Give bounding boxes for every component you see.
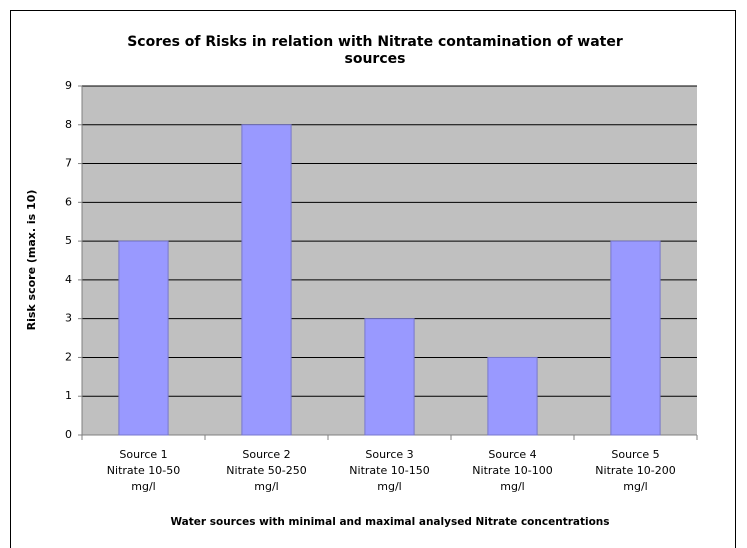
- y-tick-label: 2: [65, 350, 72, 363]
- x-tick-label: Source 4: [488, 448, 536, 461]
- x-axis-label: Water sources with minimal and maximal a…: [170, 516, 609, 528]
- y-tick-label: 9: [65, 79, 72, 92]
- x-tick-label: Nitrate 10-150: [349, 464, 429, 477]
- x-tick-label: Nitrate 10-100: [472, 464, 552, 477]
- x-tick-label: Nitrate 50-250: [226, 464, 306, 477]
- bar: [118, 240, 169, 436]
- bar: [487, 356, 538, 436]
- chart-title: Scores of Risks in relation with Nitrate…: [127, 34, 623, 67]
- x-tick-label: Source 1: [119, 448, 167, 461]
- x-tick-label: mg/l: [623, 480, 647, 493]
- x-tick-label: mg/l: [254, 480, 278, 493]
- x-tick-label: Source 5: [611, 448, 659, 461]
- x-tick-label: Source 2: [242, 448, 290, 461]
- bar: [241, 124, 292, 436]
- y-tick-label: 1: [65, 389, 72, 402]
- y-tick-label: 5: [65, 234, 72, 247]
- y-tick-label: 7: [65, 157, 72, 170]
- y-tick-label: 4: [65, 273, 72, 286]
- y-tick-label: 0: [65, 428, 72, 441]
- y-tick-label: 6: [65, 195, 72, 208]
- bar: [364, 318, 415, 436]
- x-tick-label: Nitrate 10-50: [107, 464, 180, 477]
- x-tick-label: Nitrate 10-200: [595, 464, 675, 477]
- y-axis-label: Risk score (max. is 10): [25, 190, 38, 331]
- x-tick-label: mg/l: [500, 480, 524, 493]
- y-tick-label: 3: [65, 312, 72, 325]
- x-tick-label: mg/l: [377, 480, 401, 493]
- x-tick-label: Source 3: [365, 448, 413, 461]
- x-tick-label: mg/l: [131, 480, 155, 493]
- y-tick-label: 8: [65, 118, 72, 131]
- bar: [610, 240, 661, 436]
